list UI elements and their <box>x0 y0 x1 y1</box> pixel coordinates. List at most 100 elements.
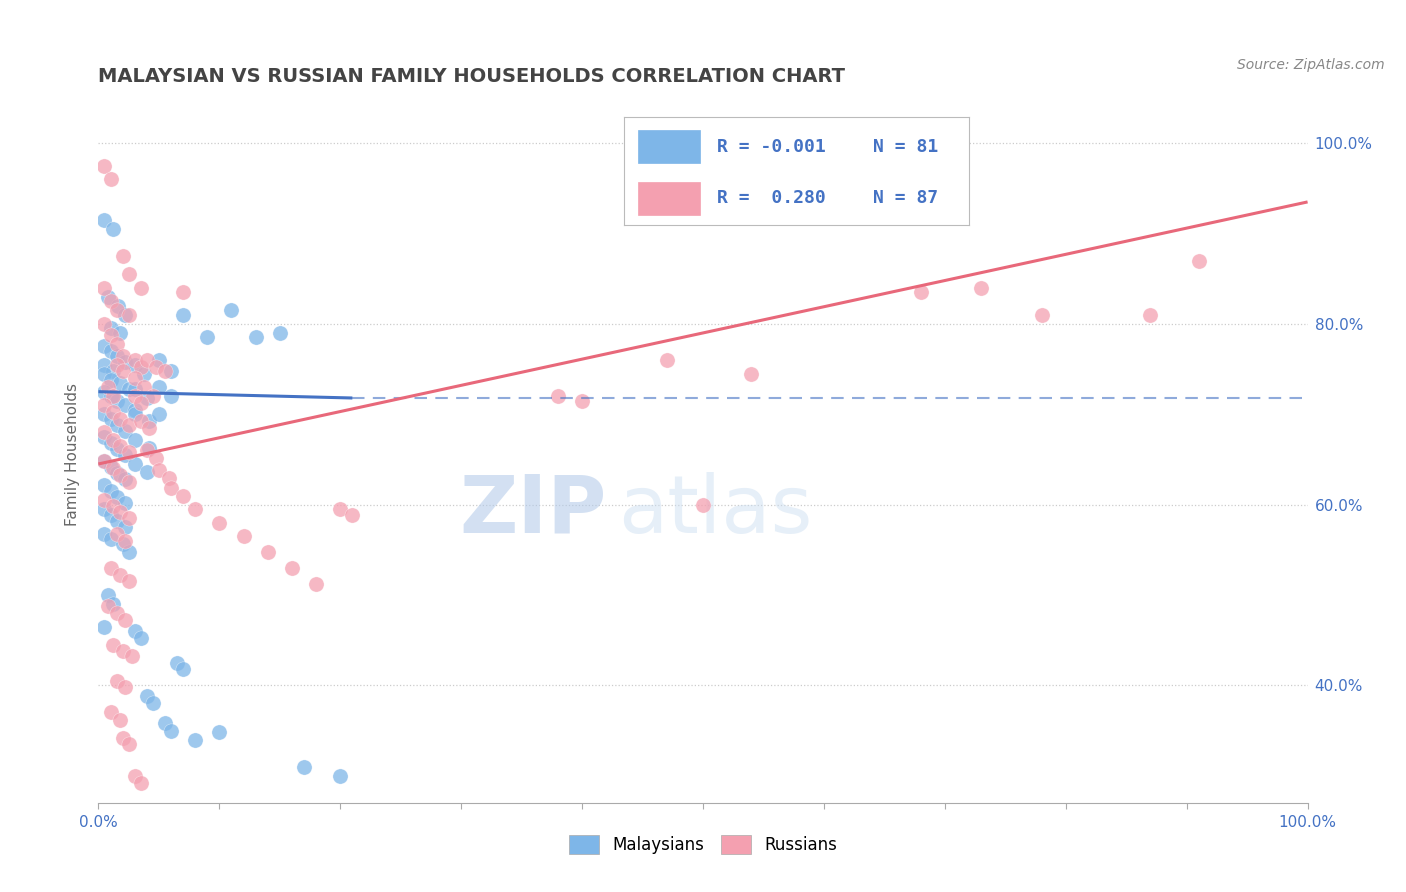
Legend: Malaysians, Russians: Malaysians, Russians <box>562 828 844 861</box>
Point <box>100 373 122 387</box>
Point <box>692 498 714 512</box>
Point <box>105 491 128 505</box>
Point <box>256 544 278 558</box>
Point <box>124 389 146 403</box>
Point <box>118 308 141 322</box>
Point <box>101 405 124 419</box>
Point <box>100 706 122 720</box>
Point <box>114 680 136 694</box>
Point <box>100 411 122 425</box>
Point <box>114 613 136 627</box>
Point <box>101 433 124 447</box>
Point <box>160 723 183 738</box>
Point <box>101 389 124 403</box>
Point <box>105 673 128 688</box>
Point <box>105 526 128 541</box>
Point <box>910 285 932 300</box>
Point <box>121 649 143 664</box>
Point <box>101 638 124 652</box>
Point <box>124 624 146 639</box>
Point <box>292 759 315 773</box>
Point <box>97 380 120 394</box>
Point <box>101 461 124 475</box>
Point <box>124 407 146 421</box>
Point <box>118 511 141 525</box>
Point <box>105 358 128 372</box>
Point <box>124 371 146 385</box>
Point <box>97 290 120 304</box>
Point <box>107 299 129 313</box>
Point <box>245 330 267 344</box>
Point <box>101 222 124 236</box>
Point <box>329 769 352 783</box>
Point <box>100 484 122 499</box>
Point <box>105 514 128 528</box>
Point <box>93 358 115 372</box>
Point <box>93 619 115 633</box>
Point <box>101 500 124 514</box>
Point <box>129 360 152 375</box>
Point <box>118 544 141 558</box>
Point <box>111 249 134 263</box>
Point <box>342 508 364 523</box>
Point <box>153 364 176 378</box>
Point <box>547 389 569 403</box>
Point <box>148 380 170 394</box>
Point <box>93 407 115 421</box>
Point <box>135 391 157 405</box>
Point <box>105 349 128 363</box>
Point <box>124 457 146 471</box>
Point <box>135 689 157 703</box>
Point <box>105 393 128 408</box>
Point <box>100 172 122 186</box>
Point <box>208 516 231 530</box>
Point <box>93 398 115 412</box>
Point <box>157 470 180 484</box>
Point <box>114 448 136 462</box>
Point <box>100 436 122 450</box>
Point <box>93 454 115 468</box>
Point <box>105 442 128 456</box>
Point <box>93 430 115 444</box>
Point <box>172 662 194 676</box>
Point <box>111 644 134 658</box>
Point <box>100 532 122 546</box>
Point <box>93 317 115 331</box>
Point <box>135 353 157 368</box>
Point <box>105 336 128 351</box>
Point <box>138 415 160 429</box>
Point <box>118 267 141 281</box>
Point <box>148 407 170 421</box>
Point <box>118 382 141 396</box>
Point <box>145 360 167 375</box>
Point <box>105 606 128 620</box>
Point <box>305 577 328 591</box>
Point <box>970 281 993 295</box>
Point <box>118 418 141 433</box>
Point <box>108 376 131 390</box>
Point <box>269 326 291 340</box>
Point <box>93 213 115 227</box>
Point <box>97 599 120 613</box>
Point <box>108 505 131 519</box>
Point <box>93 281 115 295</box>
Point <box>108 467 131 482</box>
Point <box>97 588 120 602</box>
Point <box>105 418 128 433</box>
Point <box>1031 308 1053 322</box>
Point <box>124 382 146 396</box>
Point <box>114 520 136 534</box>
Text: atlas: atlas <box>619 472 813 549</box>
Point <box>135 443 157 458</box>
Point <box>100 321 122 335</box>
Point <box>655 353 678 368</box>
Point <box>108 568 131 582</box>
Point <box>129 396 152 410</box>
Point <box>101 597 124 611</box>
Point <box>129 632 152 646</box>
Point <box>124 402 146 417</box>
Point <box>118 737 141 751</box>
Point <box>160 364 183 378</box>
Point <box>134 367 156 381</box>
Point <box>208 725 231 739</box>
